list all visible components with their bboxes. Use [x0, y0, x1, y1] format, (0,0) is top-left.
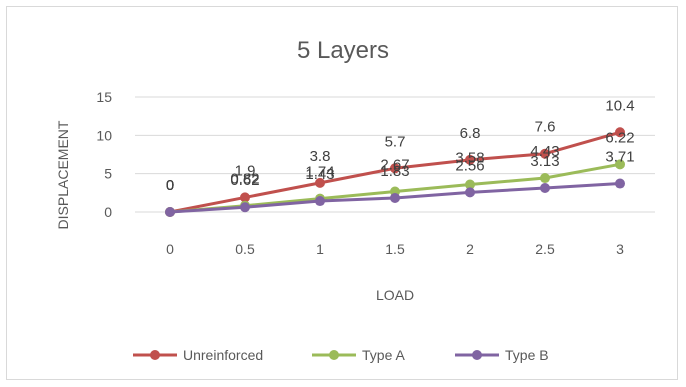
- legend-entry: Type A: [362, 347, 405, 363]
- data-label: 7.6: [535, 119, 556, 136]
- data-point: [315, 177, 325, 188]
- data-label: 2.67: [380, 157, 409, 174]
- data-label: 4.43: [530, 143, 559, 160]
- data-labels: 01.93.85.7 6.8 7.610.40 0.82 1.74 2.67 3.58 4.4…: [166, 97, 635, 194]
- data-point: [540, 148, 550, 159]
- data-point: [615, 159, 625, 170]
- legend-entry: Unreinforced: [183, 347, 263, 363]
- data-point: [540, 173, 550, 184]
- data-label: 0: [166, 177, 174, 194]
- x-tick-labels: 0 0.5 1 1.5 2 2.5 3: [166, 241, 624, 257]
- x-tick-label: 2.5: [535, 241, 555, 257]
- legend-entry: Type B: [505, 347, 549, 363]
- x-tick-label: 0: [166, 241, 174, 257]
- data-label: 3.71: [605, 149, 634, 166]
- legend-marker: [472, 350, 482, 360]
- data-label: 10.4: [605, 97, 634, 114]
- data-point: [390, 163, 400, 174]
- data-point: [240, 192, 250, 203]
- data-label: 0.82: [230, 171, 259, 188]
- x-tick-label: 0.5: [235, 241, 255, 257]
- legend-marker: [329, 350, 339, 360]
- data-label: 6.22: [605, 129, 634, 146]
- data-point: [465, 154, 475, 165]
- data-label: 5.7: [385, 133, 406, 150]
- data-point: [165, 207, 175, 217]
- data-label: 2.56: [455, 157, 484, 174]
- y-tick-labels: 0 5 10 15: [96, 89, 112, 220]
- data-label: 3.13: [530, 153, 559, 170]
- data-label: 3.8: [310, 148, 331, 165]
- data-label: 3.58: [455, 150, 484, 167]
- y-tick-label: 10: [96, 127, 112, 143]
- x-axis-label: LOAD: [376, 287, 414, 303]
- data-point: [540, 183, 550, 194]
- y-tick-label: 0: [104, 204, 112, 220]
- data-point: [615, 127, 625, 138]
- data-point: [240, 202, 250, 213]
- legend: Unreinforced Type A Type B: [133, 347, 549, 363]
- y-tick-label: 5: [104, 166, 112, 182]
- x-tick-label: 1: [316, 241, 324, 257]
- data-label: 1.9: [235, 162, 256, 179]
- data-point: [315, 196, 325, 207]
- data-label: 0: [166, 177, 174, 194]
- data-label: 1.43: [305, 166, 334, 183]
- x-tick-label: 1.5: [385, 241, 405, 257]
- y-axis-label: DISPLACEMENT: [55, 120, 71, 229]
- legend-marker: [150, 350, 160, 360]
- series-layer: [165, 127, 625, 217]
- data-point: [390, 192, 400, 203]
- data-label: 1.83: [380, 163, 409, 180]
- data-label: 0.62: [230, 172, 259, 189]
- x-tick-label: 2: [466, 241, 474, 257]
- data-point: [465, 179, 475, 190]
- data-label: 6.8: [460, 125, 481, 142]
- data-point: [465, 187, 475, 198]
- data-label: 1.74: [305, 164, 334, 181]
- chart-title: 5 Layers: [297, 37, 389, 64]
- data-label: 0: [166, 177, 174, 194]
- x-tick-label: 3: [616, 241, 624, 257]
- chart-frame: [6, 6, 678, 380]
- y-tick-label: 15: [96, 89, 112, 105]
- data-point: [615, 178, 625, 189]
